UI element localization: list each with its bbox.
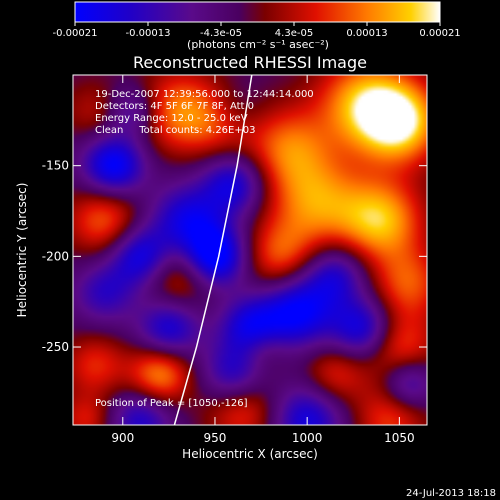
x-tick-label: 900	[111, 431, 134, 445]
x-tick-label: 950	[204, 431, 227, 445]
heatmap-image	[73, 75, 427, 425]
plot-frame	[72, 74, 428, 426]
colorbar-tick-label: -0.00013	[126, 28, 171, 39]
colorbar-units: (photons cm⁻² s⁻¹ asec⁻²)	[187, 38, 329, 51]
time-range-annotation: 19-Dec-2007 12:39:56.000 to 12:44:14.000	[95, 89, 314, 100]
x-axis-label: Heliocentric X (arcsec)	[182, 447, 318, 461]
colorbar-tick-label: -4.3e-05	[200, 28, 242, 39]
colorbar	[74, 1, 441, 23]
y-tick-label: -200	[42, 249, 69, 263]
energy-range-annotation: Energy Range: 12.0 - 25.0 keV	[95, 113, 248, 124]
solar-limb-curve	[173, 75, 253, 425]
chart-title: Reconstructed RHESSI Image	[133, 53, 367, 72]
x-tick-label: 1050	[384, 431, 415, 445]
y-tick-label: -250	[42, 340, 69, 354]
colorbar-tick-label: 0.00013	[346, 28, 387, 39]
x-tick-label: 1000	[292, 431, 323, 445]
peak-position-annotation: Position of Peak = [1050,-126]	[95, 398, 248, 409]
y-tick-label: -150	[42, 159, 69, 173]
colorbar-tick-label: -0.00021	[53, 28, 98, 39]
y-axis-label: Heliocentric Y (arcsec)	[15, 183, 29, 318]
colorbar-tick-label: 0.00021	[419, 28, 460, 39]
colorbar-ticks: -0.00021 -0.00013 -4.3e-05 4.3e-05 0.00013 0.…	[53, 22, 461, 39]
detectors-annotation: Detectors: 4F 5F 6F 7F 8F, Att 0	[95, 101, 254, 112]
clean-counts-annotation: Clean Total counts: 4.26E+03	[95, 125, 255, 136]
footer-date: 24-Jul-2013 18:18	[406, 488, 496, 499]
axis-ticks: 900 950 1000 1050 -150 -200 -250	[42, 75, 427, 445]
colorbar-tick-label: 4.3e-05	[275, 28, 313, 39]
